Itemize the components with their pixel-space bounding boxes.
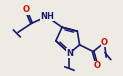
Text: N: N [66, 49, 73, 58]
Text: O: O [22, 5, 29, 14]
Text: O: O [101, 38, 108, 47]
Text: NH: NH [40, 12, 54, 21]
Text: O: O [94, 61, 101, 70]
